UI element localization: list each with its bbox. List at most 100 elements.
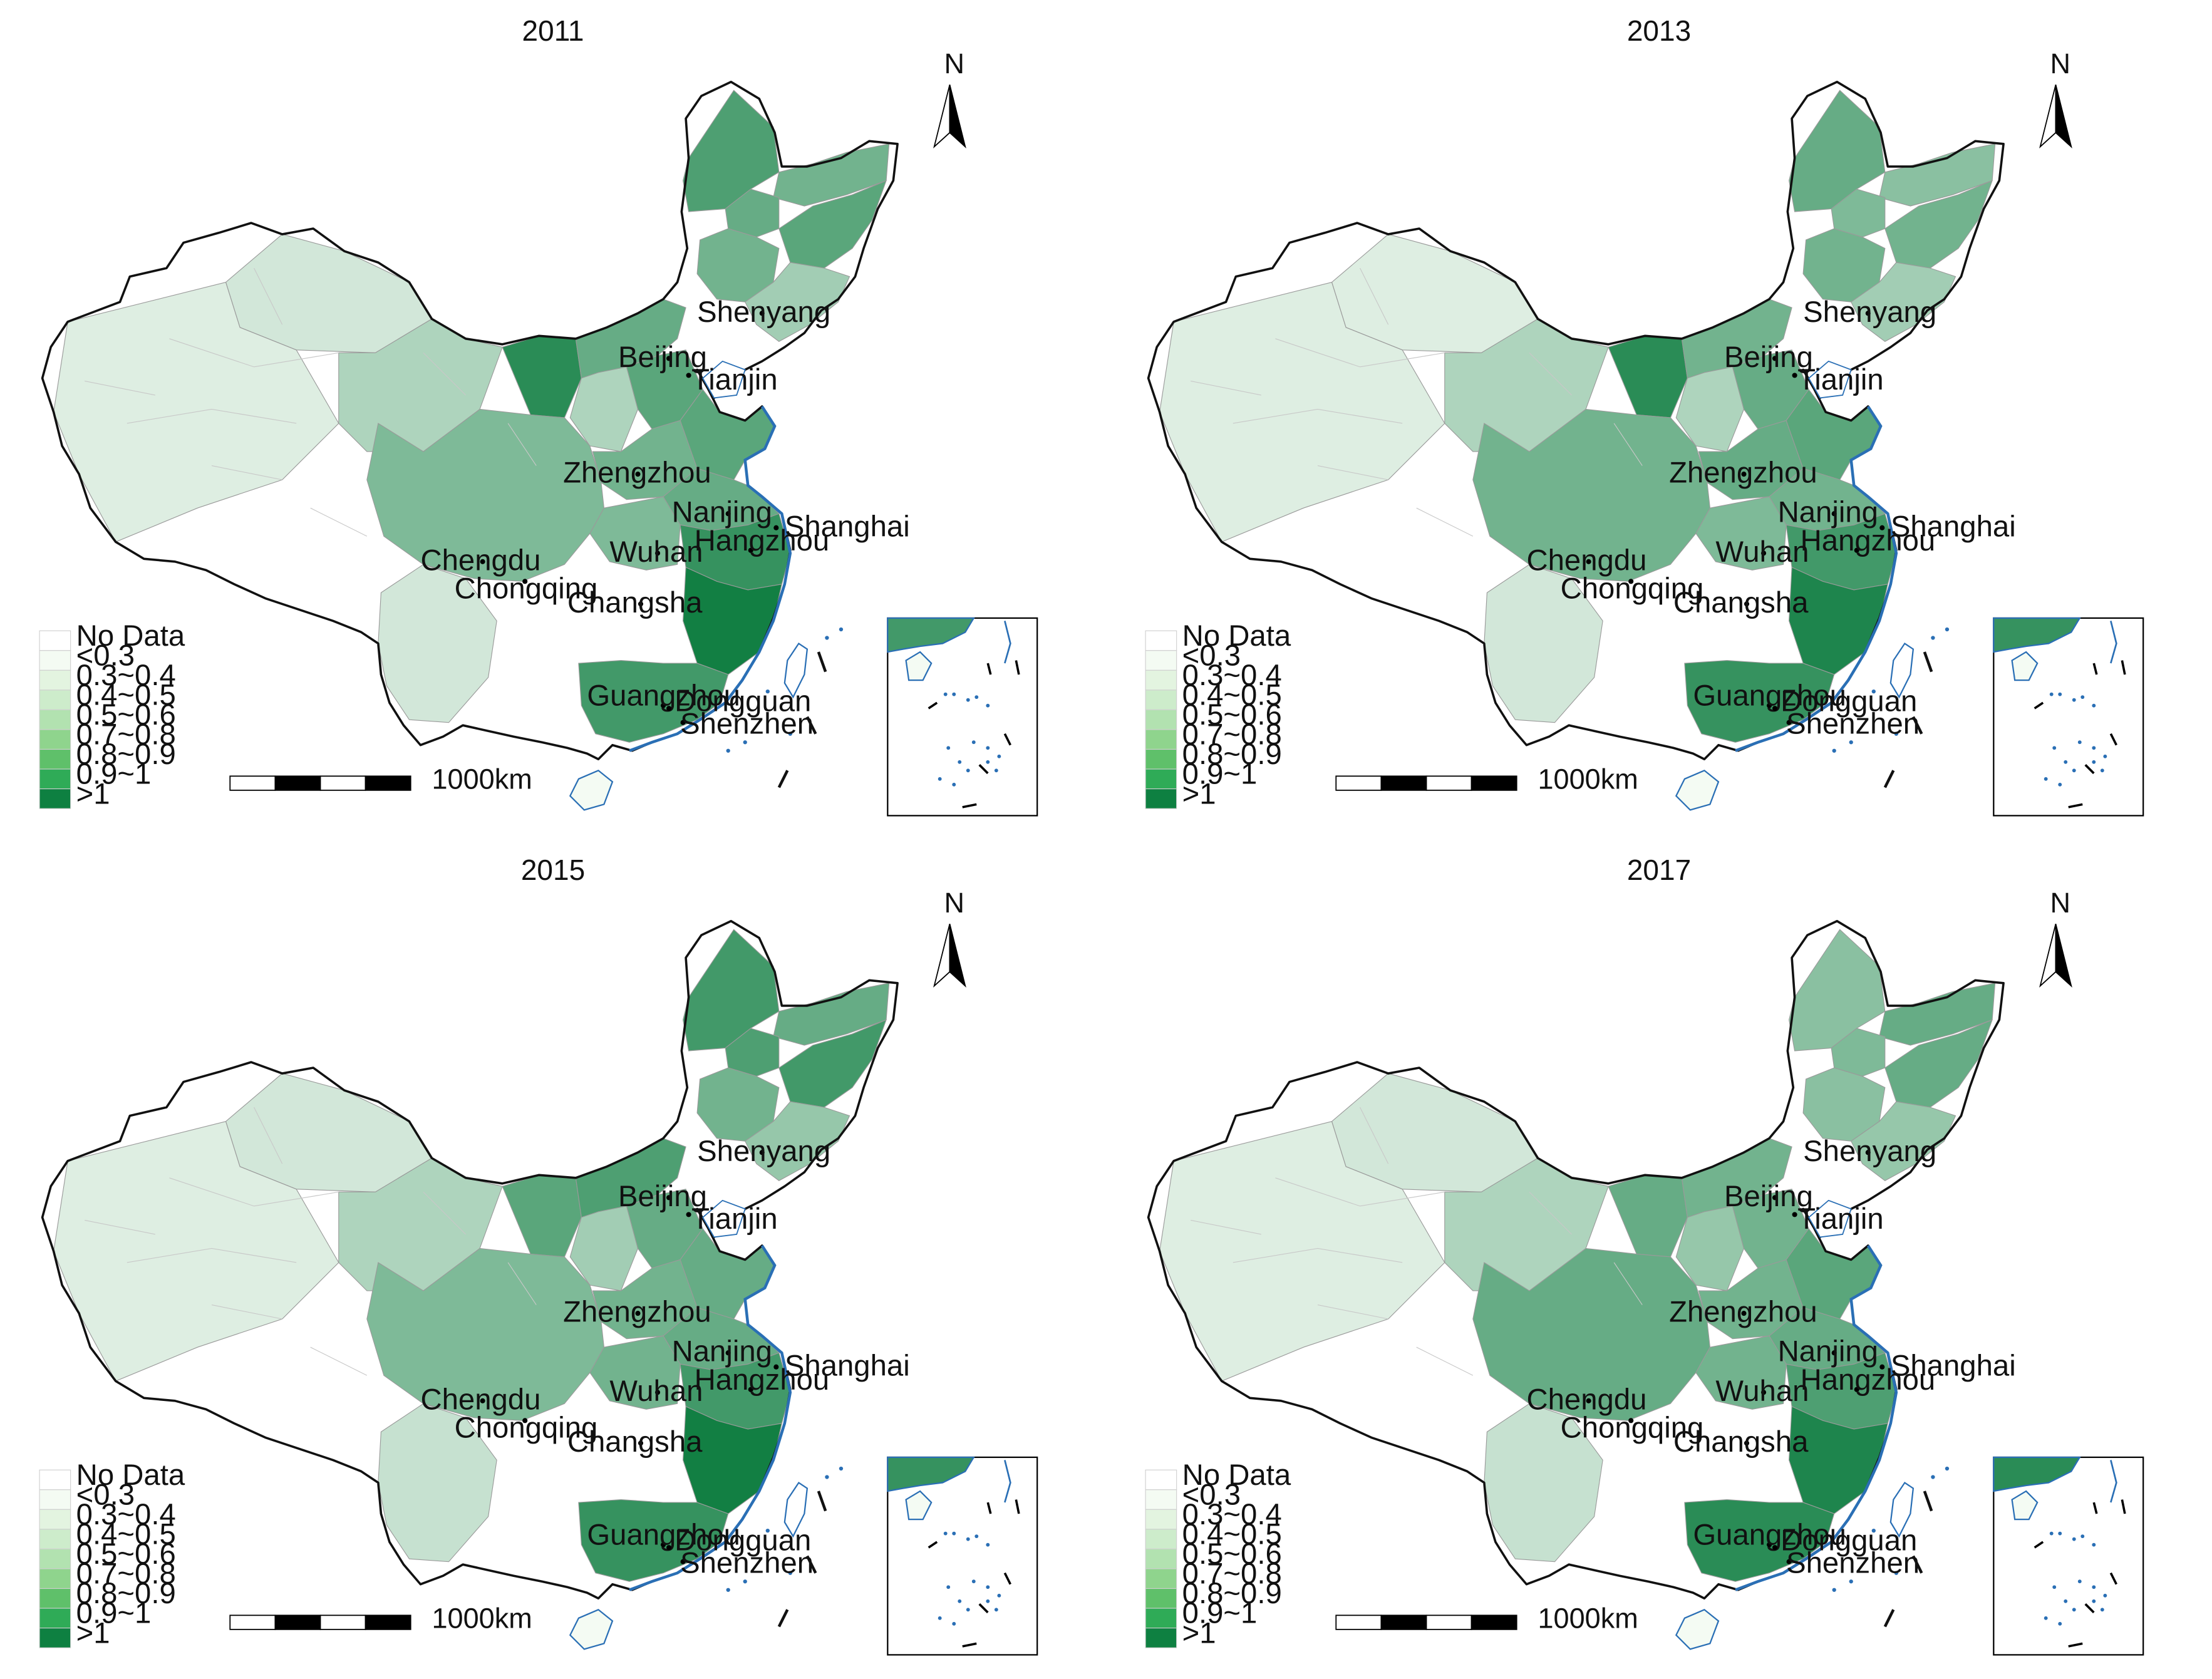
city-label: Dongguan: [674, 1524, 811, 1558]
scale-label: 1000km: [1538, 763, 1638, 795]
nine-dash-line: [777, 770, 789, 788]
city-marker: [1792, 373, 1797, 378]
province-line: [211, 465, 282, 480]
city-marker: [480, 559, 485, 564]
bohai-sea: [701, 360, 746, 399]
city-marker: [660, 703, 666, 708]
city-label: Tianjin: [1797, 1202, 1884, 1236]
region-guangdong: [1684, 1499, 1835, 1582]
city-marker: [654, 1390, 661, 1395]
city-label: Shenzhen: [1786, 708, 1920, 741]
national-border: [1147, 919, 2005, 1600]
legend-label: <0.3: [76, 1478, 135, 1511]
legend-swatch: [39, 1469, 71, 1490]
city-label: Dongguan: [1780, 1524, 1917, 1558]
city-label: Wuhan: [1715, 1375, 1809, 1408]
city-marker: [1772, 1545, 1778, 1551]
city-label: Chengdu: [1526, 544, 1646, 577]
province-line: [1529, 1191, 1572, 1235]
province-line: [85, 1219, 155, 1235]
city-label: Guangzhou: [587, 679, 740, 713]
city-label: Dongguan: [674, 685, 811, 718]
province-line: [310, 1346, 368, 1376]
city-marker: [522, 1418, 528, 1423]
legend-swatch: [39, 1588, 71, 1609]
nine-dash-line: [817, 1490, 827, 1512]
legend-label: 0.9~1: [76, 758, 152, 791]
legend-label: 0.9~1: [1182, 1597, 1258, 1630]
island-dot: [1945, 1466, 1950, 1471]
legend-swatch: [39, 768, 71, 790]
province-line: [1191, 380, 1261, 396]
region-yunnan: [1484, 564, 1603, 723]
province-line: [1233, 1248, 1403, 1263]
city-marker: [725, 1350, 731, 1356]
city-label: Chongqing: [1561, 572, 1704, 605]
region-yunnan: [378, 1403, 497, 1563]
region-sichuan-chongqing: [366, 408, 604, 582]
city-marker: [1741, 472, 1747, 477]
city-label: Wuhan: [1715, 535, 1809, 569]
legend-label: 0.3~0.4: [1182, 1498, 1282, 1531]
province-line: [1233, 408, 1403, 424]
north-label: N: [2050, 48, 2070, 80]
island-dot: [1894, 731, 1899, 736]
national-border: [41, 919, 899, 1600]
city-marker: [1744, 1440, 1750, 1446]
city-marker: [1831, 1350, 1837, 1356]
legend-label: 0.4~0.5: [1182, 1518, 1282, 1551]
province-line: [1613, 1262, 1643, 1305]
city-marker: [638, 1440, 644, 1446]
city-label: Changsha: [567, 1425, 703, 1459]
island-dot: [1871, 689, 1876, 694]
hainan-island: [1675, 1609, 1720, 1650]
island-dot: [1832, 748, 1836, 753]
city-marker: [660, 1542, 666, 1547]
legend-swatch: [39, 1489, 71, 1510]
nine-dash-line: [805, 1555, 817, 1574]
province-line: [310, 507, 368, 537]
city-marker: [1831, 511, 1837, 517]
legend-swatch: [1145, 768, 1177, 790]
north-label: N: [944, 887, 964, 919]
legend-label: No Data: [76, 1459, 185, 1492]
legend-label: >1: [76, 777, 110, 810]
south-china-sea-inset: [1993, 617, 2144, 817]
province-line: [423, 352, 466, 396]
legend-swatch: [1145, 1489, 1177, 1510]
region-guangdong: [1684, 659, 1835, 743]
city-label: Guangzhou: [587, 1519, 740, 1552]
legend-swatch: [1145, 729, 1177, 750]
province-line: [1317, 1304, 1388, 1320]
island-dot: [1894, 1571, 1899, 1575]
coastline: [629, 1244, 792, 1591]
city-marker: [522, 579, 528, 584]
national-border: [41, 80, 899, 761]
region-shaanxi: [1675, 366, 1745, 452]
city-marker: [1628, 579, 1634, 584]
province-line: [1529, 352, 1572, 396]
city-label: Shanghai: [1891, 1349, 2016, 1382]
legend-swatch: [39, 690, 71, 710]
nine-dash-line: [777, 1609, 789, 1628]
taiwan-island: [783, 1481, 809, 1538]
legend-swatch: [39, 1548, 71, 1569]
region-sichuan-chongqing: [1472, 1248, 1710, 1421]
map-panel-2015: 2015 Shenyang Beijing Tianjin Zhengzhou Nanj…: [0, 839, 1106, 1678]
legend-swatch: [1145, 669, 1177, 691]
province-line: [127, 408, 297, 424]
province-line: [1191, 1219, 1261, 1235]
city-marker: [1879, 525, 1885, 530]
province-line: [1416, 1346, 1474, 1376]
legend-swatch: [1145, 1509, 1177, 1530]
city-marker: [773, 525, 779, 530]
legend-swatch: [39, 729, 71, 750]
city-label: Hangzhou: [695, 1363, 830, 1397]
legend-swatch: [39, 748, 71, 770]
legend-swatch: [39, 1608, 71, 1629]
legend-swatch: [39, 788, 71, 809]
legend-label: >1: [1182, 1616, 1216, 1650]
